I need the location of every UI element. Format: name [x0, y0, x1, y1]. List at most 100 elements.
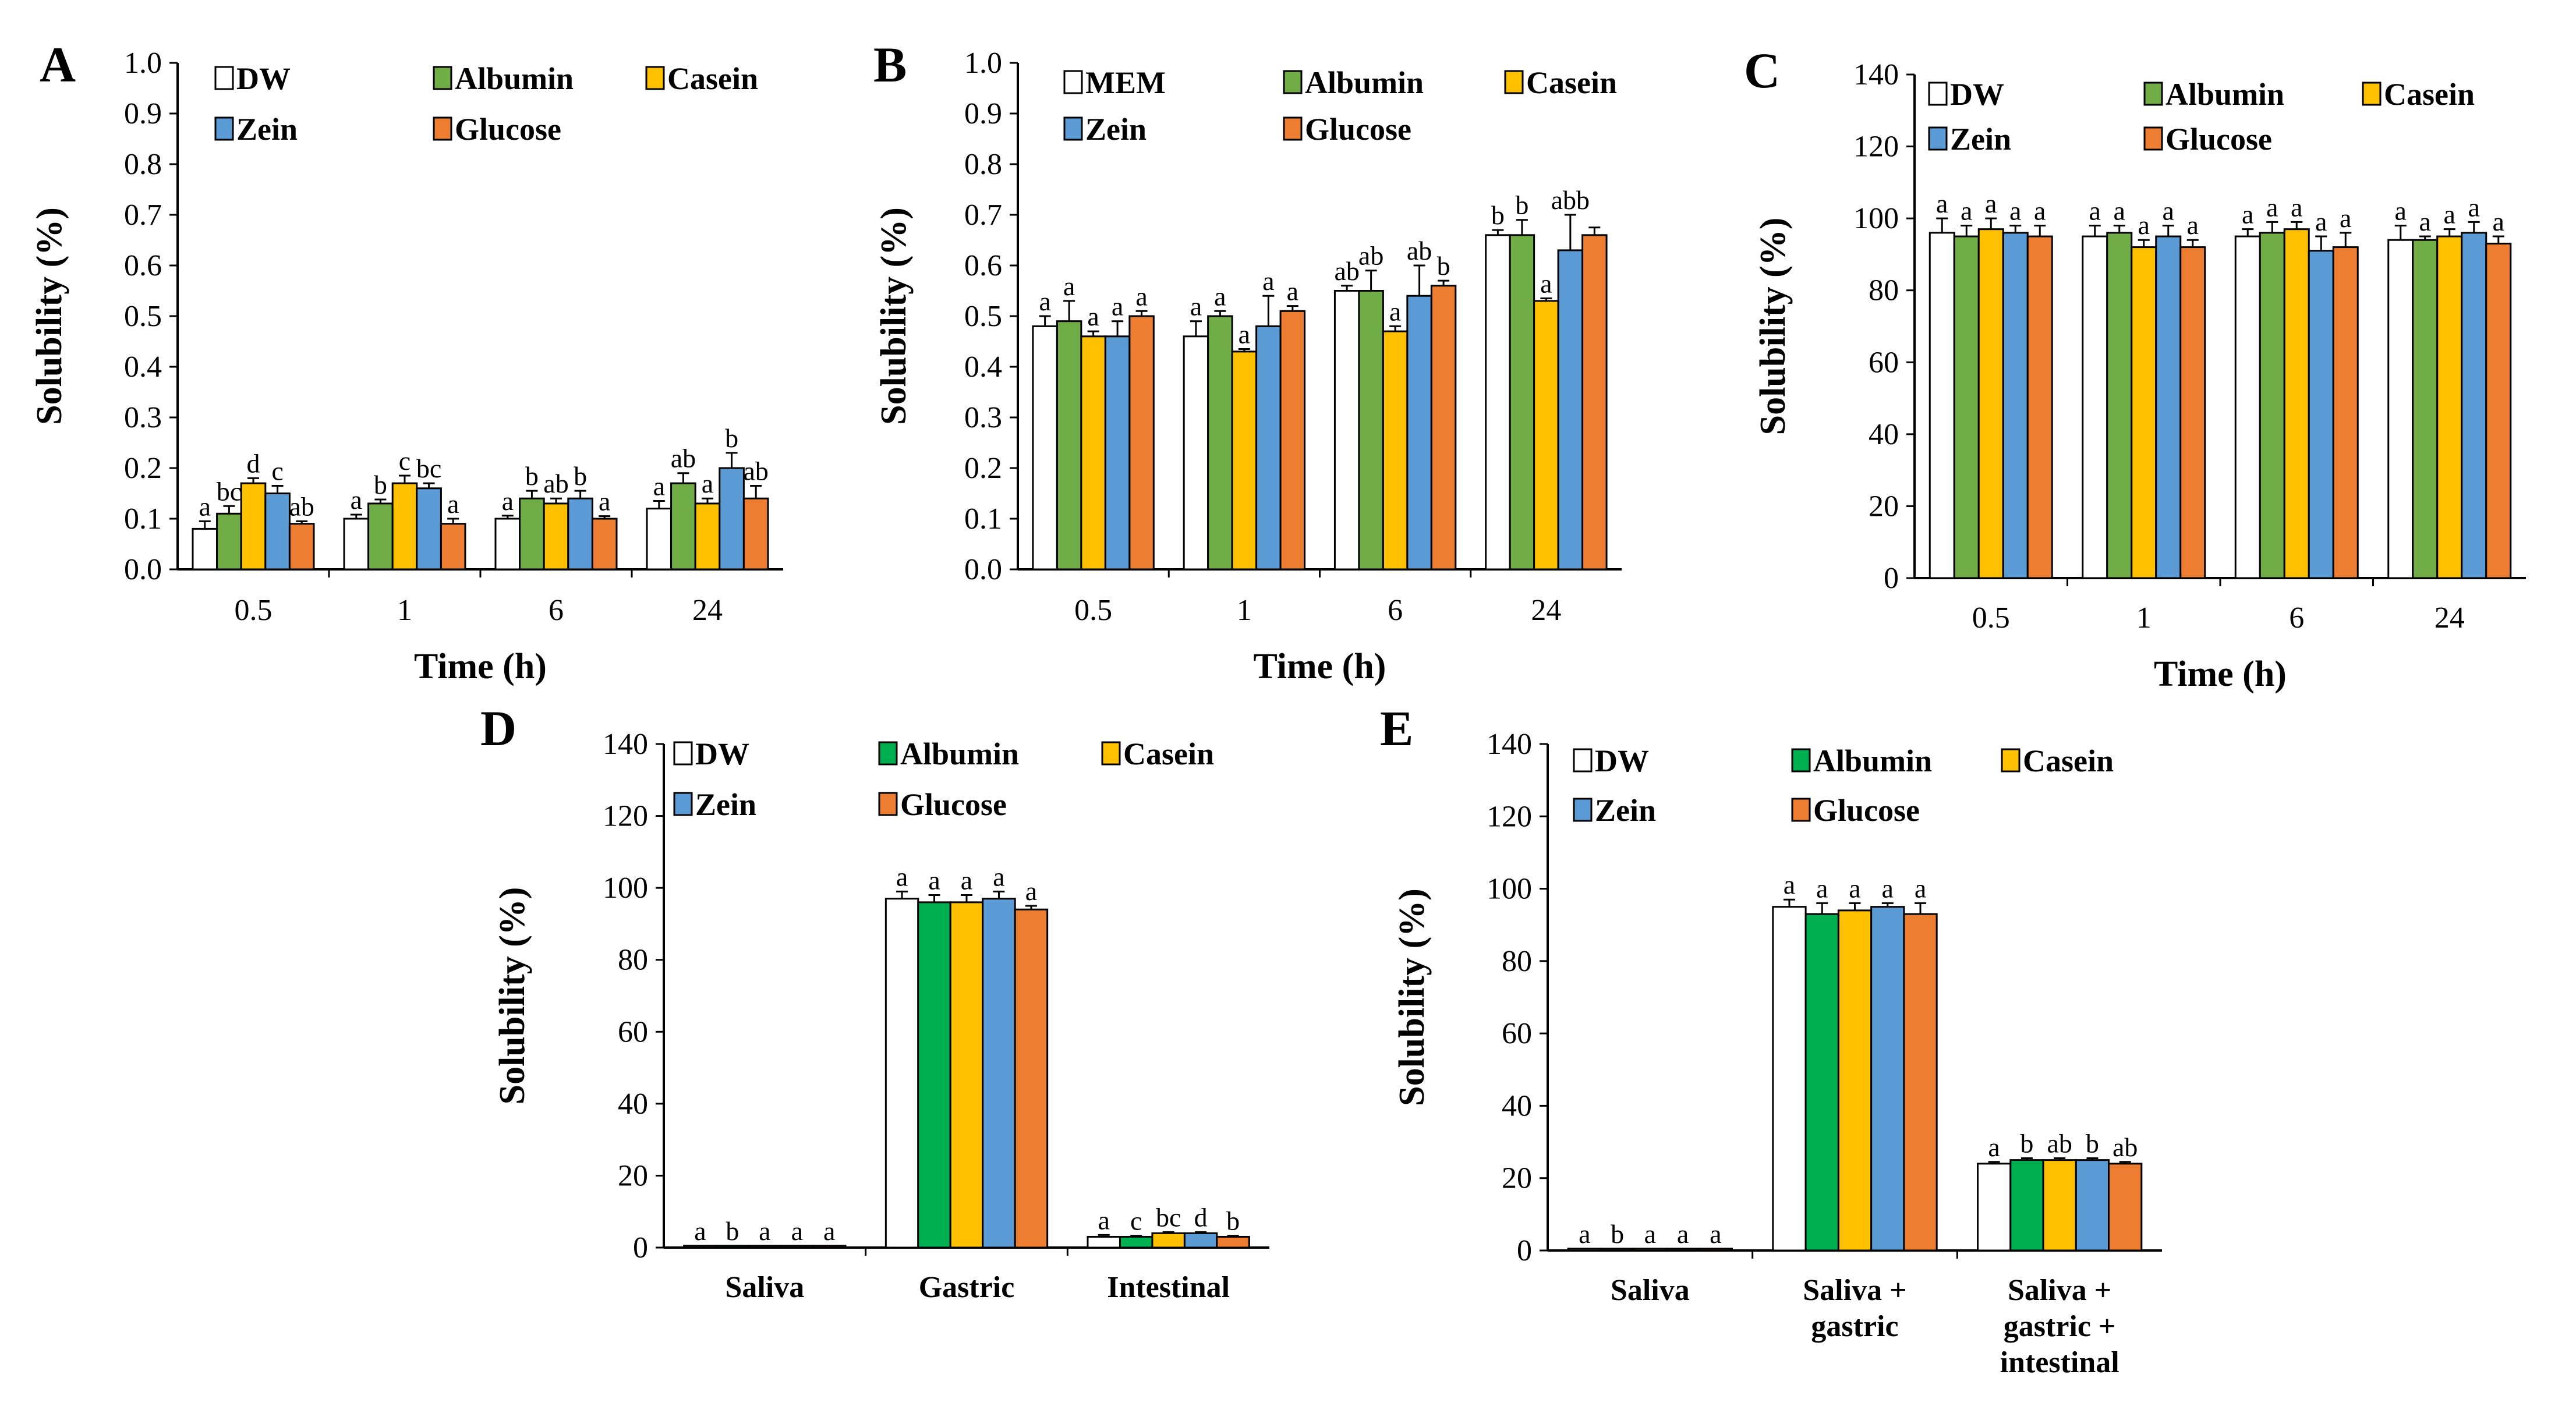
panel-b-sig-label: a: [1190, 292, 1202, 321]
panel-d-sig-label: a: [896, 862, 908, 891]
panel-c-legend-swatch-casein: [2362, 82, 2382, 106]
panel-a-legend-label-zein: Zein: [236, 112, 298, 147]
panel-a-bar-dw: [646, 508, 673, 571]
panel-c-sig-label: a: [2114, 196, 2125, 226]
panel-a-sig-label: a: [599, 487, 610, 516]
panel-b-sig-label: a: [1239, 320, 1250, 349]
panel-e-bar-glucose: [1698, 1248, 1733, 1252]
panel-e-legend-swatch-albumin: [1791, 748, 1811, 773]
panel-d-legend-swatch-casein: [1101, 741, 1121, 766]
panel-e-legend-label-glucose: Glucose: [1813, 793, 1920, 828]
panel-b-bar-glucose: [1279, 310, 1306, 571]
panel-d-legend-label-dw: DW: [695, 736, 749, 771]
panel-a-sig-label: d: [247, 448, 260, 478]
panel-e-category-label: Saliva +: [2008, 1274, 2111, 1307]
panel-c-ytick-label: 0: [1884, 562, 1899, 595]
panel-b-sig-label: a: [1087, 302, 1099, 331]
panel-a-ytick-label: 0.5: [124, 300, 162, 333]
panel-e-bar-casein: [2042, 1159, 2077, 1252]
panel-e-bar-albumin: [2009, 1159, 2044, 1252]
panel-d-ytick-label: 20: [618, 1159, 648, 1192]
panel-c-sig-label: a: [2395, 196, 2407, 226]
panel-b-x-axis-title: Time (h): [1254, 647, 1386, 686]
panel-c-letter: C: [1744, 42, 1780, 98]
panel-c-legend-swatch-zein: [1928, 126, 1948, 151]
panel-e-sig-label: ab: [2047, 1129, 2072, 1159]
panel-e-sig-label: a: [1710, 1219, 1721, 1249]
panel-a-ytick-label: 0.8: [124, 148, 162, 181]
panel-e-letter: E: [1380, 700, 1413, 756]
panel-b-ytick-label: 0.3: [964, 401, 1002, 434]
panel-c-sig-label: a: [2493, 207, 2504, 236]
panel-a-legend-label-casein: Casein: [667, 61, 758, 96]
panel-b-category-label: 24: [1531, 594, 1561, 627]
panel-a-ytick-label: 0.3: [124, 401, 162, 434]
panel-d-legend-swatch-albumin: [878, 741, 898, 766]
panel-b-bar-zein: [1255, 325, 1282, 571]
panel-e-category-label: Saliva: [1611, 1274, 1690, 1307]
panel-a-sig-label: bc: [416, 454, 441, 483]
panel-c-legend-label-albumin: Albumin: [2165, 77, 2284, 112]
panel-e-bar-albumin: [1804, 913, 1839, 1252]
panel-e-ytick-label: 60: [1502, 1017, 1532, 1050]
panel-c-sig-label: a: [2242, 200, 2253, 229]
panel-b-legend-label-zein: Zein: [1085, 112, 1147, 147]
panel-a-ytick-label: 0.2: [124, 452, 162, 485]
panel-d-legend-swatch-glucose: [878, 792, 898, 816]
panel-e-sig-label: a: [1882, 873, 1894, 903]
panel-c-bar-zein: [2155, 235, 2182, 579]
panel-e-y-axis-title: Solubility (%): [1392, 888, 1432, 1106]
panel-d-bar-albumin: [715, 1245, 750, 1249]
panel-d-sig-label: a: [694, 1216, 706, 1246]
panel-d-letter: D: [480, 700, 516, 756]
panel-c-legend-swatch-glucose: [2143, 126, 2163, 151]
panel-b-sig-label: a: [1262, 266, 1274, 296]
panel-c-sig-label: a: [1936, 189, 1948, 218]
panel-a-legend-swatch-glucose: [433, 116, 452, 141]
panel-b-ytick-label: 0.1: [964, 502, 1002, 536]
panel-e-category-label: Saliva +: [1803, 1274, 1906, 1307]
panel-b-sig-label: ab: [1407, 236, 1432, 265]
panel-d-sig-label: d: [1194, 1202, 1208, 1232]
panel-c-bar-glucose: [2485, 242, 2512, 579]
panel-b-bar-mem: [1485, 234, 1511, 571]
panel-b-sig-label: abb: [1551, 185, 1590, 215]
panel-c-bar-zein: [2002, 232, 2029, 579]
panel-e-legend-swatch-zein: [1573, 798, 1593, 822]
panel-b-bar-albumin: [1509, 234, 1535, 571]
panel-a-sig-label: ab: [289, 491, 314, 521]
panel-c-legend-label-zein: Zein: [1950, 122, 2011, 157]
panel-c-legend-label-glucose: Glucose: [2165, 122, 2272, 157]
panel-e-sig-label: ab: [2113, 1132, 2138, 1162]
panel-c-bar-glucose: [2332, 246, 2359, 579]
panel-c-sig-label: a: [2315, 207, 2327, 236]
panel-c-sig-label: a: [2163, 196, 2174, 226]
panel-d-bar-dw: [884, 898, 919, 1249]
panel-d-ytick-label: 80: [618, 944, 648, 977]
panel-c-bar-dw: [1929, 232, 1955, 579]
panel-c-bar-glucose: [2179, 246, 2206, 579]
panel-e-sig-label: a: [1988, 1132, 2000, 1162]
panel-a-bar-dw: [192, 527, 218, 571]
panel-c-bar-casein: [2131, 246, 2157, 579]
panel-d-bar-dw: [683, 1245, 717, 1249]
panel-c-bar-dw: [2082, 235, 2108, 579]
panel-d-bar-casein: [949, 901, 984, 1249]
panel-b-legend-label-mem: MEM: [1085, 65, 1166, 100]
panel-e-bar-casein: [1633, 1248, 1668, 1252]
panel-c-bar-zein: [2461, 232, 2487, 579]
panel-a-sig-label: a: [199, 491, 211, 521]
panel-a-bar-casein: [694, 502, 721, 571]
panel-d-sig-label: a: [791, 1216, 803, 1246]
panel-b-sig-label: a: [1039, 286, 1050, 316]
panel-c-y-axis-title: Solubility (%): [1753, 218, 1793, 435]
panel-e-sig-label: a: [1644, 1219, 1656, 1249]
panel-e-sig-label: b: [2020, 1129, 2033, 1159]
panel-c-bar-albumin: [2106, 232, 2133, 579]
panel-e-sig-label: a: [1849, 873, 1860, 903]
panel-a-sig-label: c: [271, 456, 283, 486]
panel-b-bar-albumin: [1056, 320, 1082, 571]
panel-b-bar-albumin: [1207, 315, 1233, 571]
panel-c-ytick-label: 20: [1869, 490, 1899, 523]
panel-a-sig-label: a: [351, 485, 362, 515]
